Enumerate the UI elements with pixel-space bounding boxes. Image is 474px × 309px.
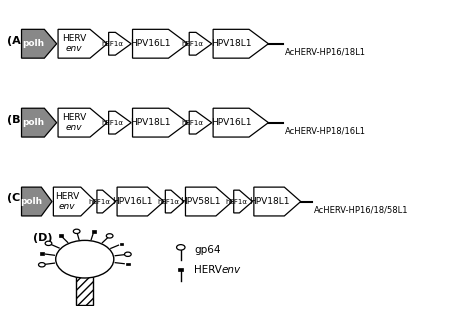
- Text: HPV16L1: HPV16L1: [112, 197, 153, 206]
- Polygon shape: [117, 187, 164, 216]
- Polygon shape: [133, 108, 188, 137]
- Bar: [178, 268, 183, 271]
- Polygon shape: [58, 29, 107, 58]
- Circle shape: [45, 241, 52, 246]
- Text: hEF1α: hEF1α: [226, 199, 247, 205]
- Text: hEF1α: hEF1α: [89, 199, 111, 205]
- Polygon shape: [185, 187, 232, 216]
- Text: AcHERV-HP18/16L1: AcHERV-HP18/16L1: [285, 127, 366, 136]
- Polygon shape: [97, 190, 116, 213]
- Text: HPV18L1: HPV18L1: [130, 118, 171, 127]
- Ellipse shape: [56, 240, 114, 278]
- Bar: [40, 252, 44, 255]
- Circle shape: [73, 229, 80, 234]
- Text: HERV: HERV: [62, 113, 86, 122]
- Text: HPV16L1: HPV16L1: [130, 39, 171, 48]
- Text: env: env: [66, 123, 82, 132]
- Text: hEF1α: hEF1α: [182, 41, 204, 47]
- Polygon shape: [109, 32, 131, 55]
- Text: (A): (A): [8, 36, 27, 46]
- Text: polh: polh: [22, 118, 44, 127]
- Polygon shape: [234, 190, 253, 213]
- Text: HERV: HERV: [55, 192, 79, 201]
- Text: hEF1α: hEF1α: [182, 120, 204, 126]
- Polygon shape: [133, 29, 188, 58]
- Text: HERV: HERV: [194, 265, 225, 275]
- Circle shape: [38, 263, 45, 267]
- Text: AcHERV-HP16/18/58L1: AcHERV-HP16/18/58L1: [314, 205, 408, 214]
- Polygon shape: [213, 29, 268, 58]
- Polygon shape: [213, 108, 268, 137]
- Bar: [76, 276, 93, 305]
- Polygon shape: [21, 29, 57, 58]
- Polygon shape: [21, 108, 57, 137]
- Bar: [59, 234, 63, 237]
- Text: env: env: [66, 44, 82, 53]
- Polygon shape: [189, 111, 212, 134]
- Text: env: env: [221, 265, 240, 275]
- Polygon shape: [165, 190, 184, 213]
- Text: (C): (C): [8, 193, 26, 204]
- Text: AcHERV-HP16/18L1: AcHERV-HP16/18L1: [285, 48, 366, 57]
- Bar: [92, 230, 96, 233]
- Text: HPV58L1: HPV58L1: [181, 197, 221, 206]
- Polygon shape: [254, 187, 301, 216]
- Text: HERV: HERV: [62, 34, 86, 43]
- Circle shape: [125, 252, 131, 256]
- Polygon shape: [58, 108, 107, 137]
- Polygon shape: [109, 111, 131, 134]
- Polygon shape: [54, 187, 96, 216]
- Text: HPV16L1: HPV16L1: [211, 118, 251, 127]
- Text: gp64: gp64: [194, 245, 220, 255]
- Text: HPV18L1: HPV18L1: [211, 39, 251, 48]
- Text: hEF1α: hEF1α: [101, 41, 123, 47]
- Text: env: env: [59, 202, 75, 211]
- Text: HPV18L1: HPV18L1: [249, 197, 289, 206]
- Circle shape: [106, 234, 113, 238]
- Text: hEF1α: hEF1α: [157, 199, 179, 205]
- Text: polh: polh: [20, 197, 43, 206]
- Polygon shape: [21, 187, 52, 216]
- Polygon shape: [189, 32, 212, 55]
- Text: (B): (B): [8, 115, 26, 125]
- Text: (D): (D): [33, 233, 53, 243]
- Bar: [120, 243, 123, 245]
- Circle shape: [177, 245, 185, 250]
- Bar: [126, 263, 130, 265]
- Text: hEF1α: hEF1α: [101, 120, 123, 126]
- Text: polh: polh: [22, 39, 44, 48]
